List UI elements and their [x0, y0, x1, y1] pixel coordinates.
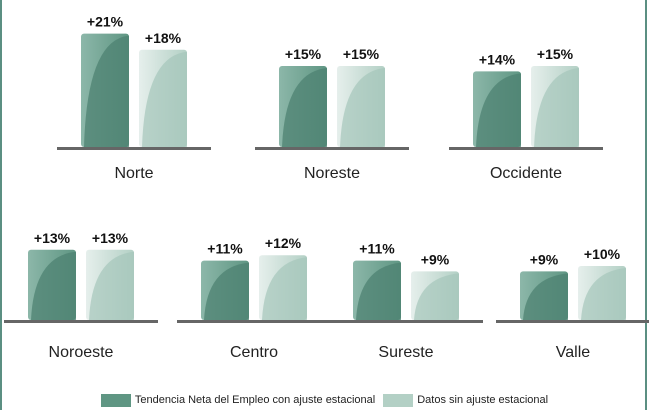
legend-item-nsa: Datos sin ajuste estacional	[383, 393, 549, 407]
bar-noroeste-nsa	[86, 249, 134, 320]
value-label-centro-sa: +11%	[207, 241, 243, 257]
value-label-norte-nsa: +18%	[145, 30, 182, 46]
legend-label-nsa: Datos sin ajuste estacional	[417, 394, 549, 406]
bar-valle-sa	[520, 271, 568, 320]
bar-centro-sa	[201, 260, 249, 320]
value-label-occidente-sa: +14%	[479, 51, 516, 67]
bar-noreste-nsa	[337, 66, 385, 147]
value-label-valle-nsa: +10%	[584, 246, 621, 262]
region-label-norte: Norte	[114, 165, 153, 182]
region-label-sureste: Sureste	[378, 344, 433, 361]
value-label-valle-sa: +9%	[530, 251, 559, 267]
bar-sureste-nsa	[411, 271, 459, 320]
value-label-noreste-sa: +15%	[285, 46, 322, 62]
region-label-centro: Centro	[230, 344, 278, 361]
bar-valle-nsa	[578, 266, 626, 320]
bar-norte-nsa	[139, 49, 187, 147]
value-label-noreste-nsa: +15%	[343, 46, 380, 62]
bar-noroeste-sa	[28, 249, 76, 320]
region-label-occidente: Occidente	[490, 165, 562, 182]
value-label-centro-nsa: +12%	[265, 235, 302, 251]
value-label-sureste-nsa: +9%	[421, 251, 450, 267]
value-label-occidente-nsa: +15%	[537, 46, 574, 62]
bar-sureste-sa	[353, 260, 401, 320]
bar-noreste-sa	[279, 66, 327, 147]
value-label-noroeste-nsa: +13%	[92, 230, 129, 246]
legend-swatch-nsa	[383, 393, 414, 407]
value-label-sureste-sa: +11%	[359, 241, 395, 257]
bar-occidente-nsa	[531, 66, 579, 147]
bar-occidente-sa	[473, 71, 521, 147]
region-label-valle: Valle	[556, 344, 590, 361]
value-label-noroeste-sa: +13%	[34, 230, 71, 246]
value-label-norte-sa: +21%	[87, 14, 124, 30]
bar-norte-sa	[81, 33, 129, 147]
legend-item-sa: Tendencia Neta del Empleo con ajuste est…	[100, 393, 376, 407]
legend-label-sa: Tendencia Neta del Empleo con ajuste est…	[134, 394, 376, 406]
region-label-noreste: Noreste	[304, 165, 360, 182]
legend-swatch-sa	[100, 393, 131, 407]
bar-centro-nsa	[259, 255, 307, 320]
region-label-noroeste: Noroeste	[49, 344, 114, 361]
regional-bar-chart: +21% +18% Norte +15% +15% Noreste +14% +15% Occi…	[4, 14, 649, 361]
chart-legend: Tendencia Neta del Empleo con ajuste est…	[0, 391, 649, 409]
